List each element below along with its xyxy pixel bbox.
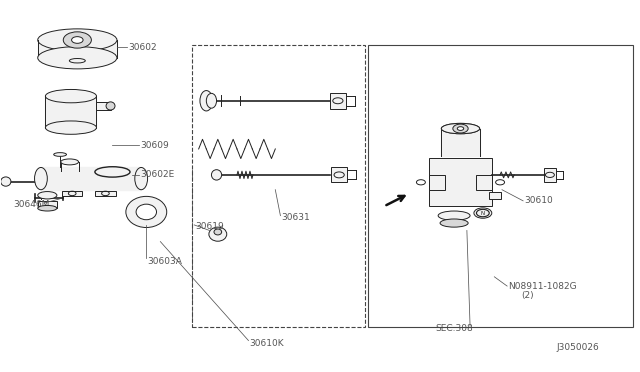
Ellipse shape [126, 196, 167, 228]
Bar [62, 191, 83, 196]
Ellipse shape [1, 177, 11, 186]
Ellipse shape [38, 205, 57, 211]
Ellipse shape [200, 90, 212, 111]
Ellipse shape [211, 170, 221, 180]
Text: 30646M: 30646M [13, 200, 50, 209]
Circle shape [63, 32, 92, 48]
Text: 30609: 30609 [140, 141, 169, 150]
Text: 30602E: 30602E [140, 170, 174, 179]
Ellipse shape [69, 58, 85, 63]
Text: J3050026: J3050026 [556, 343, 599, 352]
Ellipse shape [45, 89, 97, 103]
Ellipse shape [45, 121, 97, 134]
Ellipse shape [38, 46, 117, 69]
Ellipse shape [214, 229, 221, 235]
Ellipse shape [206, 93, 216, 108]
Bar [330, 93, 346, 109]
Ellipse shape [135, 167, 148, 190]
Bar [476, 175, 492, 190]
Bar [489, 192, 500, 199]
Circle shape [72, 37, 83, 43]
Bar [368, 45, 633, 327]
Ellipse shape [209, 227, 227, 241]
Circle shape [453, 124, 468, 133]
Bar [95, 191, 116, 196]
Ellipse shape [442, 124, 479, 134]
Ellipse shape [54, 153, 67, 156]
Bar [192, 45, 365, 327]
Text: 30619: 30619 [195, 222, 224, 231]
Ellipse shape [438, 211, 470, 220]
Bar [332, 167, 348, 182]
Bar [38, 201, 57, 208]
Ellipse shape [38, 192, 57, 199]
Circle shape [458, 127, 464, 131]
Bar [543, 168, 556, 182]
Ellipse shape [35, 167, 47, 190]
Ellipse shape [106, 102, 115, 110]
Ellipse shape [442, 124, 479, 134]
Text: N: N [481, 211, 485, 215]
Ellipse shape [38, 29, 117, 51]
Ellipse shape [136, 204, 157, 220]
Bar [429, 158, 492, 206]
Text: SEC.308: SEC.308 [435, 324, 473, 333]
Text: 30610K: 30610K [250, 339, 284, 348]
Bar [429, 175, 445, 190]
Bar [97, 102, 111, 110]
Text: 30603A: 30603A [148, 257, 182, 266]
Ellipse shape [440, 219, 468, 227]
Ellipse shape [61, 159, 79, 165]
Text: 30610: 30610 [524, 196, 553, 205]
Text: (2): (2) [521, 291, 534, 300]
Text: 30602: 30602 [129, 42, 157, 51]
Text: N08911-1082G: N08911-1082G [508, 282, 577, 291]
Circle shape [474, 208, 492, 218]
Text: 30631: 30631 [282, 213, 310, 222]
